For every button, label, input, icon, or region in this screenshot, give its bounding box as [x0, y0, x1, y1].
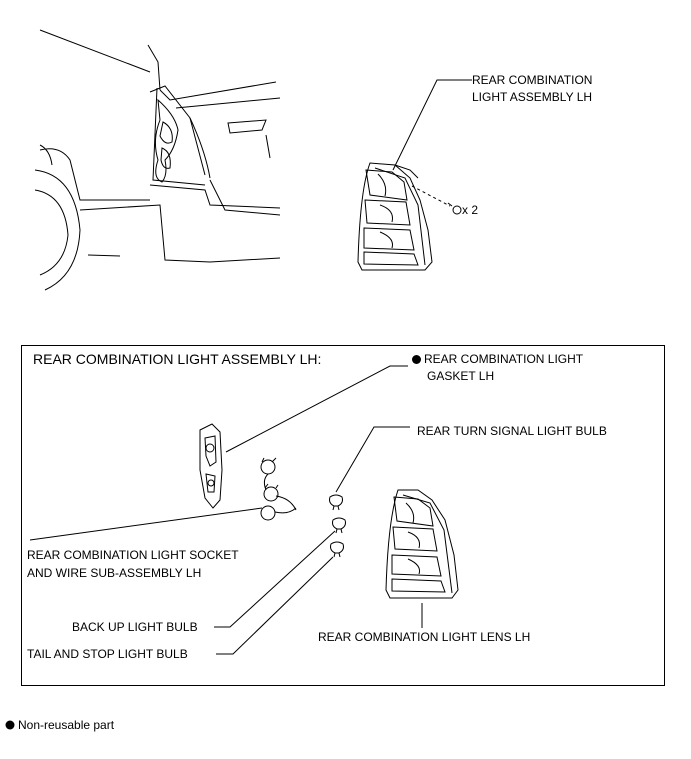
- turn-bulb-label: REAR TURN SIGNAL LIGHT BULB: [417, 424, 607, 438]
- assembly-detail-box: [21, 345, 665, 686]
- turn-signal-bulb-icon: [329, 494, 343, 511]
- non-reusable-dot-icon: [412, 355, 421, 364]
- socket-and-wire-sub-assembly-lh: [260, 457, 297, 521]
- gasket-label-line1: REAR COMBINATION LIGHT: [412, 352, 583, 366]
- gasket-label-text: REAR COMBINATION LIGHT: [424, 352, 584, 366]
- rear-combination-light-lens-lh: [385, 489, 459, 599]
- socket-label-line2: AND WIRE SUB-ASSEMBLY LH: [27, 566, 202, 580]
- bolt-icon: [447, 202, 462, 215]
- assembly-label-line1: REAR COMBINATION: [472, 73, 593, 87]
- tail-bulb-label: TAIL AND STOP LIGHT BULB: [27, 647, 188, 661]
- lens-label: REAR COMBINATION LIGHT LENS LH: [318, 630, 531, 644]
- rear-combination-light-assembly-lh: [357, 162, 433, 271]
- gasket-label-line2: GASKET LH: [427, 369, 495, 383]
- box-title: REAR COMBINATION LIGHT ASSEMBLY LH:: [33, 351, 322, 367]
- backup-bulb-leader-line: [214, 530, 336, 628]
- socket-label-line1: REAR COMBINATION LIGHT SOCKET: [27, 548, 239, 562]
- vehicle-rear-illustration: [34, 29, 281, 291]
- tail-stop-bulb-icon: [330, 541, 344, 558]
- assembly-label-line2: LIGHT ASSEMBLY LH: [472, 90, 593, 104]
- legend-non-reusable-label: Non-reusable part: [18, 718, 115, 732]
- tail-bulb-leader-line: [216, 556, 334, 655]
- gasket-lh: [199, 423, 223, 509]
- socket-leader-line: [29, 507, 263, 541]
- legend-dot-icon: [5, 720, 15, 730]
- gasket-leader-line: [225, 365, 408, 453]
- backup-bulb-icon: [332, 517, 346, 534]
- turn-bulb-leader-line: [335, 426, 410, 493]
- bolt-qty-label: x 2: [462, 203, 479, 217]
- bolt-dashed-line: [411, 185, 451, 207]
- backup-bulb-label: BACK UP LIGHT BULB: [72, 620, 198, 634]
- assembly-leader-line: [392, 79, 472, 171]
